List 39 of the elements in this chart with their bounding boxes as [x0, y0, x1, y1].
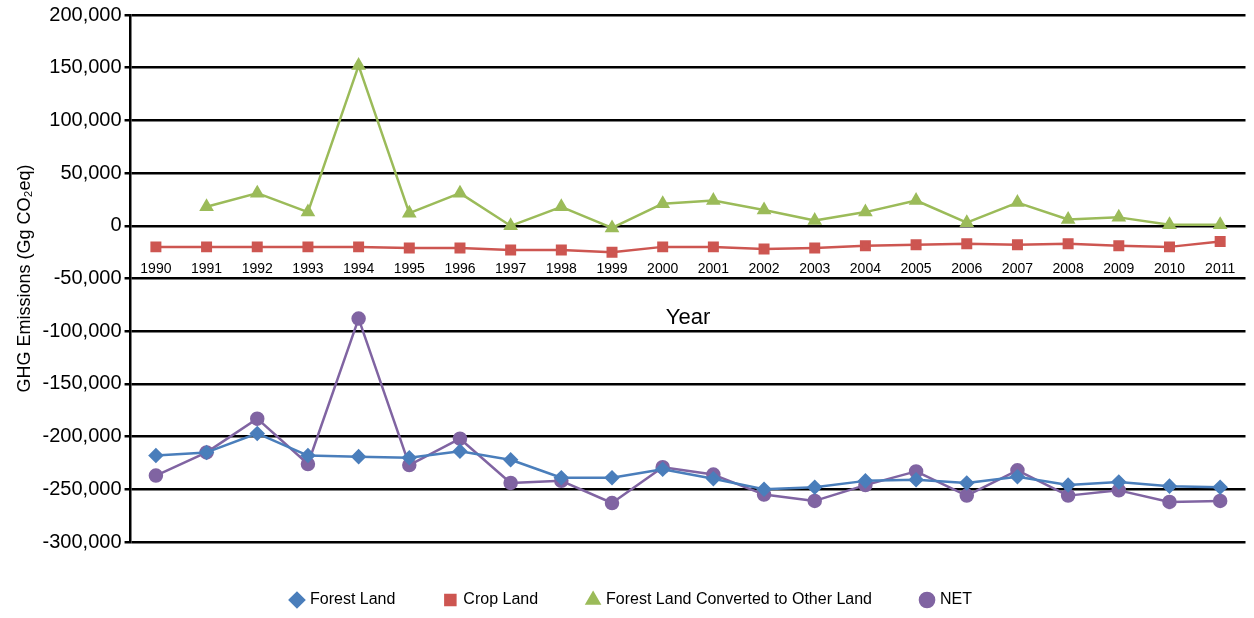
x-tick-label: 1990: [140, 259, 172, 276]
y-tick-label: 100,000: [49, 107, 122, 130]
y-axis-title: GHG Emissions (Gg CO₂eq): [13, 164, 34, 393]
x-tick-label: 2009: [1103, 259, 1135, 276]
x-tick-label: 2001: [697, 259, 730, 276]
x-tick-label: 2002: [748, 259, 780, 276]
legend-label: Forest Land: [309, 590, 396, 608]
y-tick-label: -200,000: [42, 424, 122, 447]
legend-label: Forest Land Converted to Other Land: [606, 590, 873, 608]
y-tick-label: 50,000: [60, 160, 122, 183]
y-tick-label: -100,000: [42, 318, 122, 341]
x-tick-label: 2006: [951, 259, 983, 276]
x-tick-label: 2000: [647, 259, 679, 276]
y-tick-label: 150,000: [49, 55, 122, 78]
x-tick-label: 1997: [495, 259, 527, 276]
x-tick-label: 1992: [241, 259, 274, 276]
x-tick-label: 2005: [900, 259, 932, 276]
y-tick-label: 0: [110, 213, 122, 236]
x-tick-label: 1998: [545, 259, 578, 276]
y-tick-label: -300,000: [42, 529, 122, 552]
x-tick-label: 2007: [1001, 259, 1034, 276]
y-tick-label: -150,000: [42, 371, 122, 394]
y-tick-label: 200,000: [49, 2, 122, 25]
x-tick-label: 1993: [292, 259, 324, 276]
x-tick-label: 2008: [1052, 259, 1084, 276]
x-tick-label: 1996: [444, 259, 476, 276]
y-tick-label: -250,000: [42, 476, 122, 499]
x-axis-title: Year: [665, 303, 711, 329]
x-tick-label: 2010: [1153, 259, 1186, 276]
legend-label: NET: [940, 590, 973, 608]
x-tick-label: 2004: [849, 259, 882, 276]
x-tick-label: 1995: [393, 259, 426, 276]
x-tick-label: 2011: [1205, 259, 1236, 276]
x-tick-label: 1991: [191, 259, 223, 276]
x-tick-label: 1999: [596, 259, 628, 276]
legend-label: Crop Land: [463, 590, 539, 608]
y-tick-label: -50,000: [53, 266, 122, 289]
x-tick-label: 2003: [799, 259, 831, 276]
x-tick-label: 1994: [343, 259, 375, 276]
